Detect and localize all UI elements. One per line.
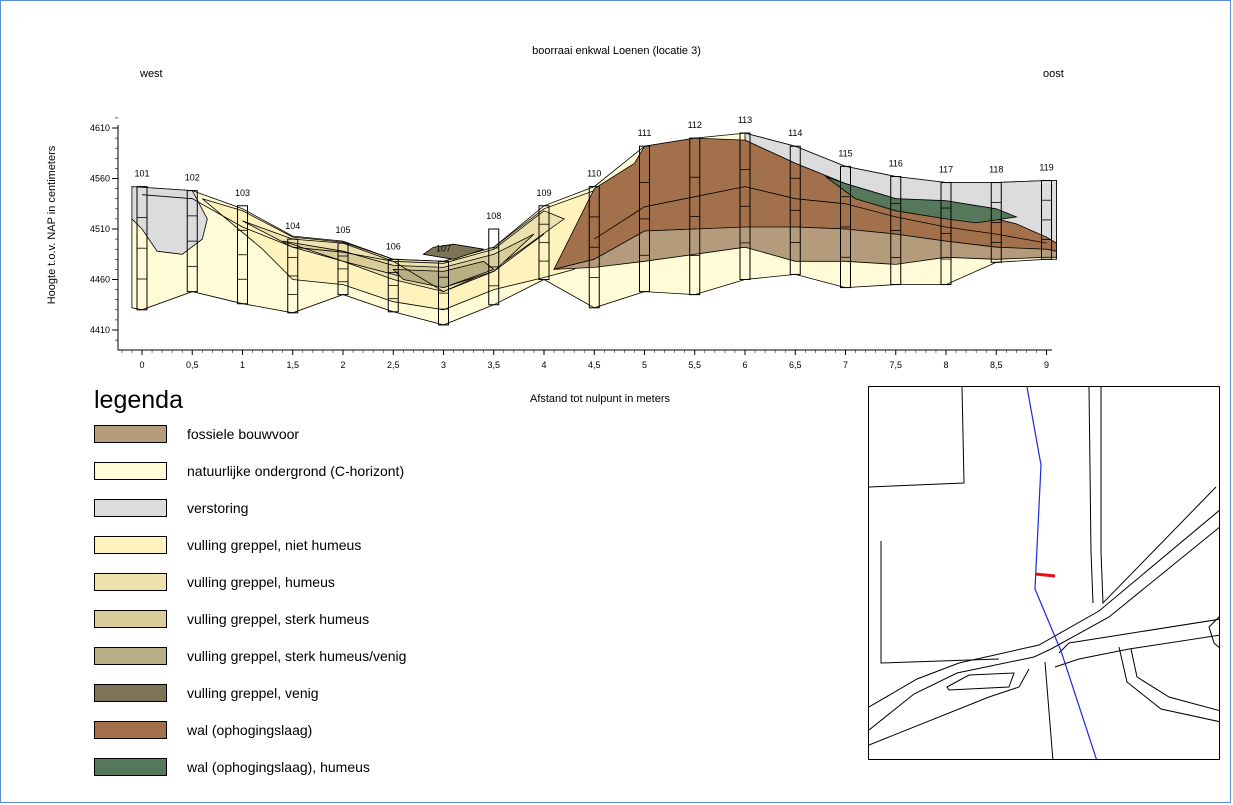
x-tick-label: 3 (441, 360, 446, 370)
map-road (946, 672, 1015, 691)
x-tick-label: 4,5 (588, 360, 601, 370)
borehole-label: 101 (134, 169, 149, 179)
west-label: west (140, 68, 163, 80)
borehole-label: 115 (838, 148, 852, 158)
y-tick-label: 4610 (90, 123, 110, 133)
legend-swatch (94, 758, 167, 776)
legend-label: wal (ophogingslaag) (187, 722, 313, 738)
legend-label: vulling greppel, venig (187, 685, 319, 701)
legend-swatch (94, 462, 167, 480)
legend-label: vulling greppel, sterk humeus/venig (187, 648, 407, 664)
legend-swatch (94, 647, 167, 665)
x-tick-label: 1,5 (286, 360, 299, 370)
legend-swatch (94, 721, 167, 739)
map-location-marker (1034, 572, 1056, 578)
x-tick-label: 7,5 (889, 360, 902, 370)
map-road (869, 526, 1219, 731)
legend-label: natuurlijke ondergrond (C-horizont) (187, 463, 405, 479)
map-road (1208, 616, 1219, 648)
y-tick-label: 4560 (90, 174, 110, 184)
legend-swatch (94, 499, 167, 517)
x-tick-label: 8,5 (990, 360, 1003, 370)
legend-label: vulling greppel, sterk humeus (187, 611, 370, 627)
location-map (868, 386, 1220, 760)
borehole-label: 106 (386, 241, 401, 251)
x-axis-label: Afstand tot nulpunt in meters (529, 393, 671, 405)
map-road (1044, 661, 1054, 759)
borehole-label: 103 (235, 188, 250, 198)
layer-fossiele-bouwvoor (553, 226, 1057, 270)
borehole-label: 102 (185, 173, 200, 183)
borehole-label: 109 (536, 188, 551, 198)
legend-swatch (94, 425, 167, 443)
legend-swatch (94, 573, 167, 591)
borehole-label: 112 (688, 120, 702, 130)
map-road (1088, 387, 1094, 604)
layers-group (131, 132, 1057, 326)
x-tick-label: 5 (642, 360, 647, 370)
legend-label: vulling greppel, niet humeus (187, 537, 362, 553)
x-tick-label: 0 (139, 360, 144, 370)
x-tick-label: 2,5 (387, 360, 400, 370)
layer-wal-humeus (825, 176, 1018, 224)
borehole-label: 119 (1039, 163, 1053, 173)
legend-label: wal (ophogingslaag), humeus (187, 759, 370, 775)
x-tick-label: 5,5 (688, 360, 701, 370)
borehole-label: 113 (738, 115, 752, 125)
layer-boundary (594, 186, 1047, 244)
legend-label: fossiele bouwvoor (187, 426, 300, 442)
x-tick-label: 8 (943, 360, 948, 370)
borehole-label: 116 (889, 158, 903, 168)
map-roads (869, 387, 1219, 759)
legend-title: legenda (94, 386, 183, 414)
x-tick-label: 6 (742, 360, 747, 370)
y-tick-label: 4510 (90, 224, 110, 234)
borehole-label: 118 (989, 165, 1003, 175)
map-road (880, 541, 1000, 664)
borehole-label: 108 (486, 211, 501, 221)
borehole-label: 110 (587, 169, 601, 179)
map-svg (869, 387, 1219, 759)
borehole-label: 105 (335, 225, 350, 235)
map-road (869, 668, 1030, 746)
borehole-columns: 101 102 103 104 105 106 107 108 109 110 111 112 113 1… (134, 115, 1054, 326)
axes-group: 4410 4460 4510 4560 4610 0 0,5 1 1,5 2 2,5 3 3,5 4 4,5… (90, 117, 1052, 370)
east-label: oost (1043, 68, 1064, 80)
x-tick-label: 4 (541, 360, 546, 370)
y-tick-label: 4460 (90, 275, 110, 285)
map-road (1054, 634, 1219, 668)
map-road (1058, 618, 1219, 654)
legend-swatch (94, 536, 167, 554)
y-tick-label: 4410 (90, 325, 110, 335)
borehole-label: 111 (638, 128, 652, 138)
layer-greppel-venig (422, 243, 484, 260)
x-tick-label: 6,5 (789, 360, 802, 370)
x-tick-label: 1 (240, 360, 245, 370)
x-tick-label: 2 (340, 360, 345, 370)
x-tick-label: 9 (1044, 360, 1049, 370)
map-transect-line (1026, 387, 1097, 759)
x-tick-label: 0,5 (186, 360, 199, 370)
borehole-label: 107 (436, 243, 451, 253)
map-road (1130, 648, 1219, 711)
legend-swatch (94, 684, 167, 702)
legend-label: vulling greppel, humeus (187, 574, 335, 590)
borehole-label: 114 (788, 128, 802, 138)
map-road (1100, 387, 1217, 605)
x-tick-label: 3,5 (487, 360, 500, 370)
legend-swatch (94, 610, 167, 628)
legend-label: verstoring (187, 500, 249, 516)
layer-greppel-sterk-humeus-venig (392, 260, 495, 289)
x-tick-label: 7 (843, 360, 848, 370)
borehole-label: 117 (939, 165, 953, 175)
chart-title: boorraai enkwal Loenen (locatie 3) (532, 45, 701, 57)
map-road (869, 387, 965, 488)
layer-boundary (141, 194, 545, 293)
map-road (869, 510, 1219, 708)
map-road (1118, 646, 1219, 723)
borehole-label: 104 (285, 221, 300, 231)
